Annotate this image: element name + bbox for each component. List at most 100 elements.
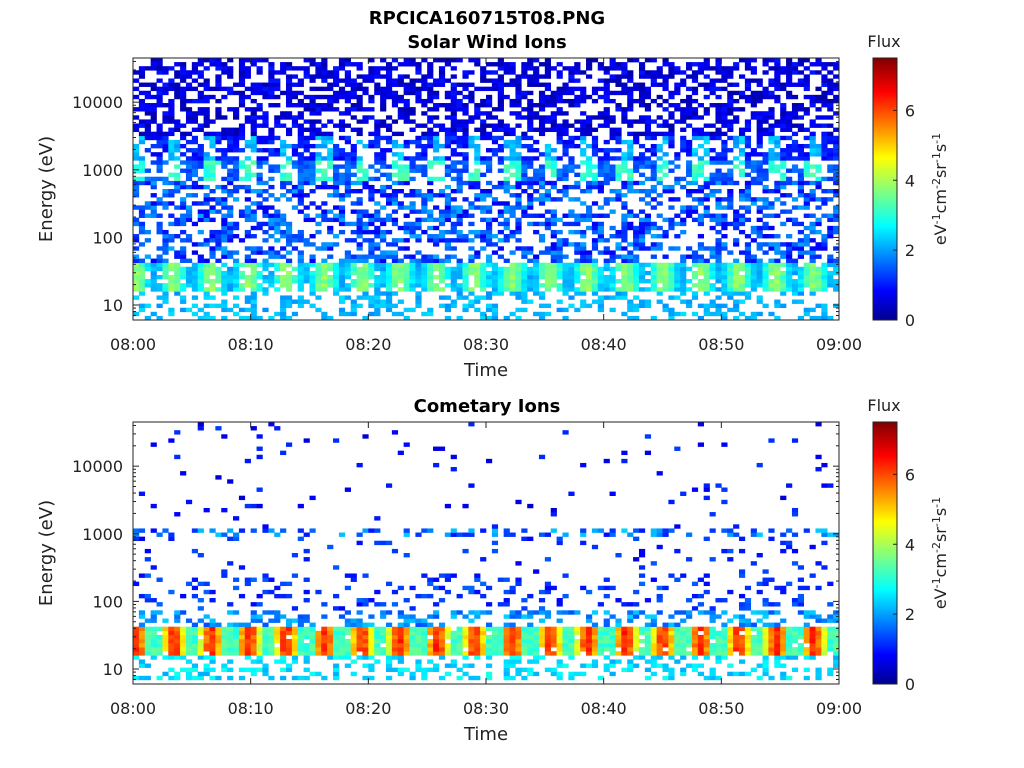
heatmap-cell (380, 189, 387, 194)
heatmap-cell (603, 139, 610, 145)
heatmap-cell (497, 283, 504, 288)
heatmap-cell (697, 279, 704, 284)
heatmap-cell (568, 78, 575, 83)
heatmap-cell (633, 225, 640, 231)
heatmap-cell (556, 135, 563, 141)
heatmap-cell (333, 152, 340, 157)
heatmap-cell (627, 139, 634, 145)
heatmap-cell (174, 287, 181, 292)
heatmap-cell (368, 274, 375, 280)
heatmap-cell (221, 229, 228, 235)
heatmap-cell (133, 279, 140, 284)
heatmap-cell (156, 103, 163, 108)
heatmap-cell (527, 164, 534, 169)
heatmap-cell (415, 193, 422, 198)
heatmap-cell (480, 135, 487, 141)
heatmap-cell (733, 180, 740, 186)
heatmap-cell (138, 622, 146, 627)
heatmap-cell (527, 213, 534, 218)
heatmap-cell (250, 246, 257, 251)
heatmap-cell (580, 94, 587, 100)
heatmap-cell (174, 675, 181, 681)
heatmap-cell (256, 262, 263, 268)
heatmap-cell (427, 193, 434, 198)
heatmap-cell (162, 258, 169, 263)
heatmap-cell (138, 663, 146, 668)
heatmap-cell (238, 307, 246, 313)
heatmap-cell (468, 254, 475, 259)
heatmap-cell (656, 279, 663, 284)
heatmap-cell (356, 274, 363, 280)
heatmap-cell (633, 315, 640, 321)
heatmap-cell (297, 279, 304, 284)
heatmap-cell (791, 262, 799, 268)
heatmap-cell (262, 82, 269, 87)
heatmap-cell (727, 172, 734, 178)
heatmap-cell (521, 66, 528, 71)
heatmap-cell (797, 246, 804, 251)
heatmap-cell (333, 270, 340, 276)
x-tick-label: 08:20 (345, 335, 391, 354)
heatmap-cell (621, 193, 628, 198)
heatmap-cell (462, 74, 469, 79)
heatmap-cell (238, 184, 246, 190)
heatmap-cell (638, 270, 646, 276)
heatmap-cell (380, 221, 387, 227)
heatmap-cell (527, 119, 534, 124)
heatmap-cell (409, 258, 416, 263)
heatmap-cell (762, 111, 769, 116)
heatmap-cell (227, 131, 234, 137)
heatmap-cell (809, 283, 816, 288)
heatmap-cell (774, 70, 781, 75)
heatmap-cell (680, 184, 687, 190)
heatmap-cell (333, 164, 340, 169)
heatmap-cell (344, 139, 351, 145)
heatmap-cell (750, 238, 757, 243)
heatmap-cell (203, 86, 210, 92)
heatmap-cell (780, 115, 787, 120)
heatmap-cell (321, 180, 328, 186)
heatmap-cell (574, 184, 581, 190)
heatmap-cell (780, 254, 787, 259)
heatmap-cell (444, 213, 451, 218)
heatmap-cell (185, 659, 193, 664)
heatmap-cell (456, 315, 463, 321)
heatmap-cell (738, 193, 746, 198)
heatmap-cell (203, 274, 210, 280)
heatmap-cell (627, 180, 634, 186)
heatmap-cell (644, 74, 652, 79)
heatmap-cell (591, 184, 599, 190)
heatmap-cell (762, 156, 769, 161)
heatmap-cell (256, 160, 263, 165)
heatmap-cell (562, 152, 569, 157)
heatmap-cell (433, 238, 440, 243)
heatmap-cell (385, 274, 393, 280)
heatmap-cell (374, 86, 381, 92)
heatmap-cell (486, 274, 493, 280)
heatmap-cell (509, 131, 516, 137)
heatmap-cell (562, 148, 569, 153)
heatmap-cell (780, 86, 787, 92)
heatmap-cell (568, 242, 575, 247)
heatmap-cell (285, 172, 293, 178)
heatmap-cell (721, 78, 728, 83)
heatmap-cell (456, 107, 463, 112)
heatmap-cell (521, 254, 528, 259)
heatmap-cell (509, 262, 516, 268)
heatmap-cell (274, 217, 281, 223)
heatmap-cell (721, 152, 728, 157)
heatmap-cell (262, 86, 269, 92)
heatmap-cell (285, 225, 293, 231)
heatmap-cell (680, 274, 687, 280)
heatmap-cell (256, 107, 263, 112)
heatmap-cell (215, 201, 222, 206)
heatmap-cell (262, 622, 269, 627)
heatmap-cell (350, 107, 357, 112)
heatmap-cell (438, 270, 446, 276)
heatmap-cell (809, 193, 816, 198)
heatmap-cell (327, 315, 334, 321)
heatmap-cell (285, 82, 293, 87)
heatmap-cell (827, 115, 834, 120)
heatmap-cell (591, 172, 599, 178)
heatmap-cell (562, 164, 569, 169)
